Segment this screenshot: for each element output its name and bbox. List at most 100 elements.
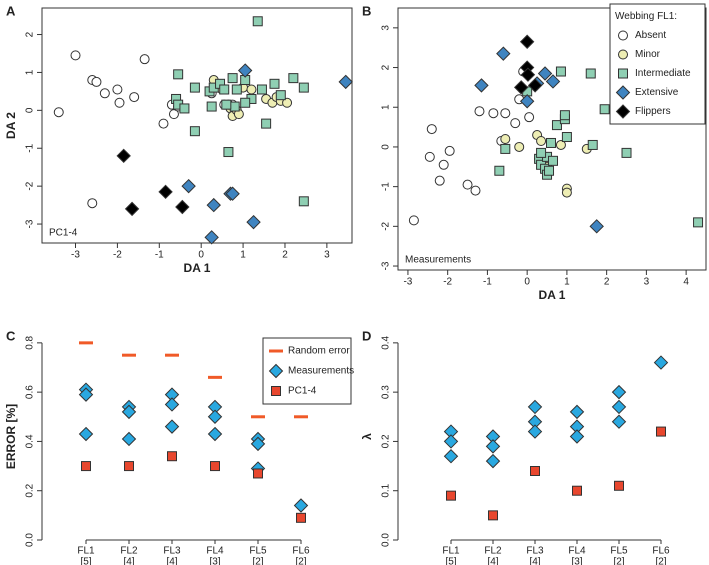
x-tick-label: 3 — [644, 277, 650, 288]
point — [424, 151, 435, 162]
point — [494, 165, 505, 176]
annotation: Measurements — [405, 255, 471, 266]
legend-label: Minor — [635, 49, 661, 60]
legend-label: Measurements — [288, 366, 354, 377]
legend-title: Webbing FL1: — [615, 11, 677, 22]
panel-label: A — [6, 3, 16, 18]
x-tick-sublabel: [4] — [166, 557, 177, 565]
point — [585, 68, 596, 79]
point — [129, 92, 140, 103]
point — [231, 84, 242, 95]
point — [438, 159, 449, 170]
point — [139, 54, 150, 65]
point — [221, 99, 232, 110]
point — [250, 436, 266, 452]
y-tick-label: 0.0 — [25, 533, 36, 547]
y-tick-label: 0.2 — [25, 483, 36, 497]
x-tick-label: FL3 — [163, 546, 181, 557]
point — [338, 74, 353, 90]
point — [572, 485, 582, 496]
point — [78, 387, 94, 402]
point — [246, 214, 261, 230]
y-tick-label: -3 — [25, 219, 36, 228]
x-tick-label: 2 — [604, 277, 610, 288]
point — [551, 120, 562, 131]
point — [253, 468, 263, 479]
point — [510, 118, 521, 129]
point — [173, 69, 184, 80]
point — [206, 197, 221, 213]
point — [488, 108, 499, 119]
point — [547, 155, 558, 166]
y-tick-label: 0 — [25, 107, 36, 113]
point — [207, 409, 223, 424]
point — [653, 355, 669, 370]
point — [91, 76, 102, 87]
point — [229, 101, 240, 112]
x-tick-label: 3 — [324, 250, 330, 261]
point — [116, 148, 131, 164]
legend-label: PC1-4 — [288, 386, 317, 397]
point — [87, 198, 98, 209]
point — [500, 134, 511, 144]
y-tick-label: -3 — [381, 261, 392, 270]
point — [99, 88, 110, 99]
legend-marker — [615, 85, 631, 100]
point — [611, 384, 627, 400]
x-tick-label: FL2 — [484, 546, 502, 557]
y-axis-label: ERROR [%] — [4, 404, 18, 469]
y-tick-label: 3 — [381, 25, 392, 31]
point — [210, 461, 220, 472]
point — [240, 97, 251, 108]
y-tick-label: 0.2 — [381, 434, 392, 448]
point — [164, 419, 180, 434]
point — [275, 90, 286, 101]
legend-label: Intermediate — [635, 68, 691, 79]
point — [536, 147, 547, 158]
x-tick-label: -1 — [483, 277, 492, 288]
point — [569, 429, 585, 444]
point — [555, 66, 566, 77]
point — [555, 139, 566, 150]
point — [164, 397, 180, 412]
x-tick-sublabel: [4] — [123, 557, 134, 565]
point — [530, 466, 540, 476]
point — [181, 178, 196, 194]
point — [179, 103, 190, 114]
point — [544, 165, 555, 176]
x-tick-label: 4 — [683, 277, 689, 288]
point — [298, 82, 309, 93]
point — [121, 431, 137, 447]
x-tick-label: FL3 — [526, 546, 544, 557]
y-tick-label: 2 — [381, 64, 392, 70]
x-tick-label: FL5 — [249, 546, 267, 557]
point — [443, 434, 459, 449]
point — [520, 67, 536, 82]
point — [656, 426, 666, 437]
x-axis-label: DA 1 — [539, 288, 566, 302]
point — [614, 480, 624, 491]
x-tick-label: 0 — [524, 277, 530, 288]
point — [462, 179, 473, 190]
y-tick-label: 0.0 — [381, 533, 392, 547]
legend-marker — [618, 68, 628, 79]
x-tick-label: FL1 — [77, 546, 95, 557]
x-axis-label: DA 1 — [184, 261, 211, 275]
point — [527, 424, 543, 439]
panel-label: C — [6, 328, 16, 343]
legend-marker — [615, 104, 631, 119]
point — [545, 74, 561, 89]
x-tick-label: -2 — [113, 250, 122, 261]
point — [167, 451, 177, 462]
point — [546, 137, 557, 148]
point — [207, 426, 223, 442]
x-tick-sublabel: [3] — [209, 557, 220, 565]
point — [70, 50, 81, 61]
point — [189, 82, 200, 93]
point — [444, 145, 455, 156]
point — [496, 46, 511, 61]
point — [175, 199, 190, 215]
y-tick-label: 2 — [25, 31, 36, 37]
point — [474, 78, 489, 93]
x-tick-label: 1 — [564, 277, 570, 288]
